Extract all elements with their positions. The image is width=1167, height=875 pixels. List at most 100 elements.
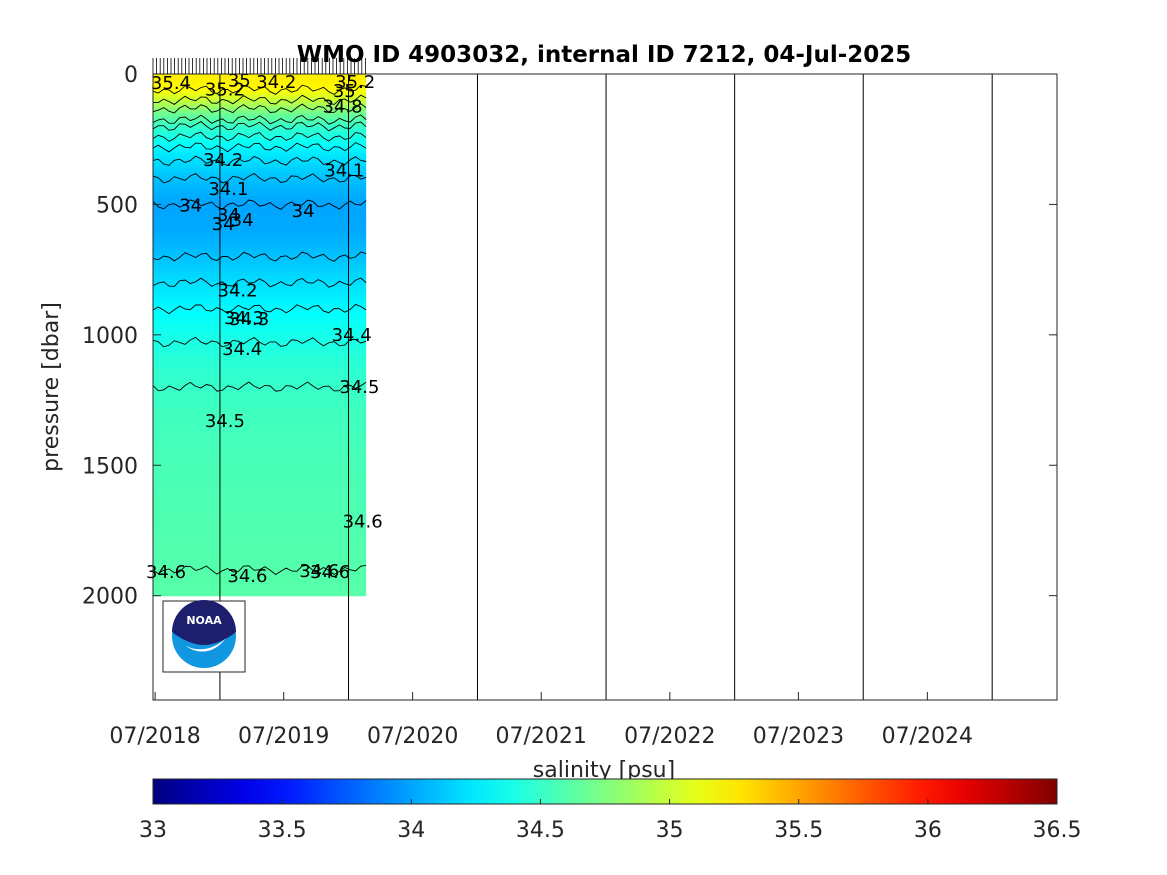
salinity-cell (153, 285, 367, 289)
salinity-cell (153, 590, 367, 594)
salinity-cell (153, 493, 367, 498)
contour-label: 35 (333, 81, 356, 102)
salinity-cell (153, 308, 367, 312)
y-tick-label: 2000 (82, 585, 138, 610)
salinity-field (153, 74, 367, 597)
contour-line (153, 114, 367, 125)
salinity-cell (153, 347, 367, 352)
salinity-cell (153, 105, 367, 109)
salinity-cell (153, 300, 367, 305)
salinity-cell (153, 488, 367, 492)
salinity-cell (153, 413, 367, 417)
salinity-cell (153, 152, 367, 156)
colorbar-tick-label: 33 (139, 818, 167, 843)
x-tick-label: 07/2024 (882, 724, 973, 749)
salinity-cell (153, 580, 367, 584)
salinity-cell (153, 520, 367, 524)
salinity-cell (153, 238, 367, 242)
salinity-cell (153, 144, 367, 148)
salinity-cell (153, 115, 367, 119)
colorbar-tick-label: 33.5 (258, 818, 307, 843)
x-tick-label: 07/2019 (238, 724, 329, 749)
salinity-cell (153, 207, 367, 211)
contour-label: 34.8 (322, 97, 362, 118)
salinity-cell (153, 368, 367, 372)
colorbar-tick-label: 35.5 (774, 818, 823, 843)
contour-label: 35 (228, 71, 251, 92)
y-axis-label: pressure [dbar] (39, 302, 64, 472)
salinity-cell (153, 446, 367, 451)
salinity-cell (153, 178, 367, 182)
salinity-cell (153, 475, 367, 479)
salinity-cell (153, 522, 367, 526)
salinity-cell (153, 81, 367, 86)
contour-label: 34.4 (332, 325, 372, 346)
salinity-cell (153, 222, 367, 226)
contour-line (153, 199, 367, 210)
salinity-cell (153, 334, 367, 339)
salinity-cell (153, 269, 367, 273)
salinity-cell (153, 452, 367, 456)
salinity-cell (153, 499, 367, 503)
contour-label: 34.6 (227, 566, 267, 587)
salinity-cell (153, 559, 367, 563)
salinity-cell (153, 379, 367, 383)
salinity-cell (153, 572, 367, 576)
salinity-cell (153, 186, 367, 190)
salinity-cell (153, 358, 367, 362)
contour-label: 35.2 (205, 80, 245, 101)
salinity-cell (153, 272, 367, 276)
salinity-cell (153, 84, 367, 88)
salinity-cell (153, 217, 367, 221)
x-tick-label: 07/2021 (496, 724, 587, 749)
salinity-cell (153, 517, 367, 521)
salinity-cell (153, 290, 367, 294)
salinity-cell (153, 280, 367, 284)
salinity-cell (153, 175, 367, 179)
salinity-cell (153, 486, 367, 490)
colorbar (152, 778, 1058, 805)
salinity-cell (153, 319, 367, 323)
colorbar-tick-label: 36.5 (1033, 818, 1082, 843)
salinity-cell (153, 363, 367, 367)
salinity-cell (153, 246, 367, 250)
contour-label: 34.5 (339, 377, 379, 398)
salinity-cell (153, 350, 367, 354)
contour-line (153, 303, 367, 315)
salinity-cell (153, 214, 367, 219)
salinity-cell (153, 225, 367, 229)
salinity-cell (153, 220, 367, 224)
salinity-cell (153, 107, 367, 112)
contour-label: 34 (212, 214, 235, 235)
colorbar-tick-label: 35 (656, 818, 684, 843)
contour-line (153, 131, 367, 142)
salinity-cell (153, 467, 367, 472)
salinity-cell (153, 74, 367, 78)
x-tick-label: 07/2022 (624, 724, 715, 749)
salinity-cell (153, 160, 367, 164)
salinity-cell (153, 569, 367, 573)
salinity-cell (153, 566, 367, 571)
y-tick-label: 0 (124, 63, 138, 88)
salinity-cell (153, 102, 367, 106)
salinity-cell (153, 355, 367, 359)
salinity-cell (153, 193, 367, 198)
contour-label: 35.2 (335, 72, 375, 93)
salinity-cell (153, 457, 367, 461)
contour-line (153, 336, 367, 348)
salinity-cell (153, 444, 367, 448)
contour-label: 34.6 (146, 562, 186, 583)
y-tick-label: 500 (96, 193, 138, 218)
contour-label: 34.3 (229, 309, 269, 330)
salinity-cell (153, 407, 367, 412)
y-tick-label: 1000 (82, 324, 138, 349)
salinity-cell (153, 551, 367, 555)
contour-label: 34 (179, 196, 202, 217)
salinity-cell (153, 342, 367, 346)
x-tick-label: 07/2018 (109, 724, 200, 749)
salinity-cell (153, 384, 367, 388)
salinity-cell (153, 415, 367, 419)
contour-label: 34.6 (343, 511, 383, 532)
salinity-cell (153, 470, 367, 474)
contour-line (153, 94, 367, 105)
